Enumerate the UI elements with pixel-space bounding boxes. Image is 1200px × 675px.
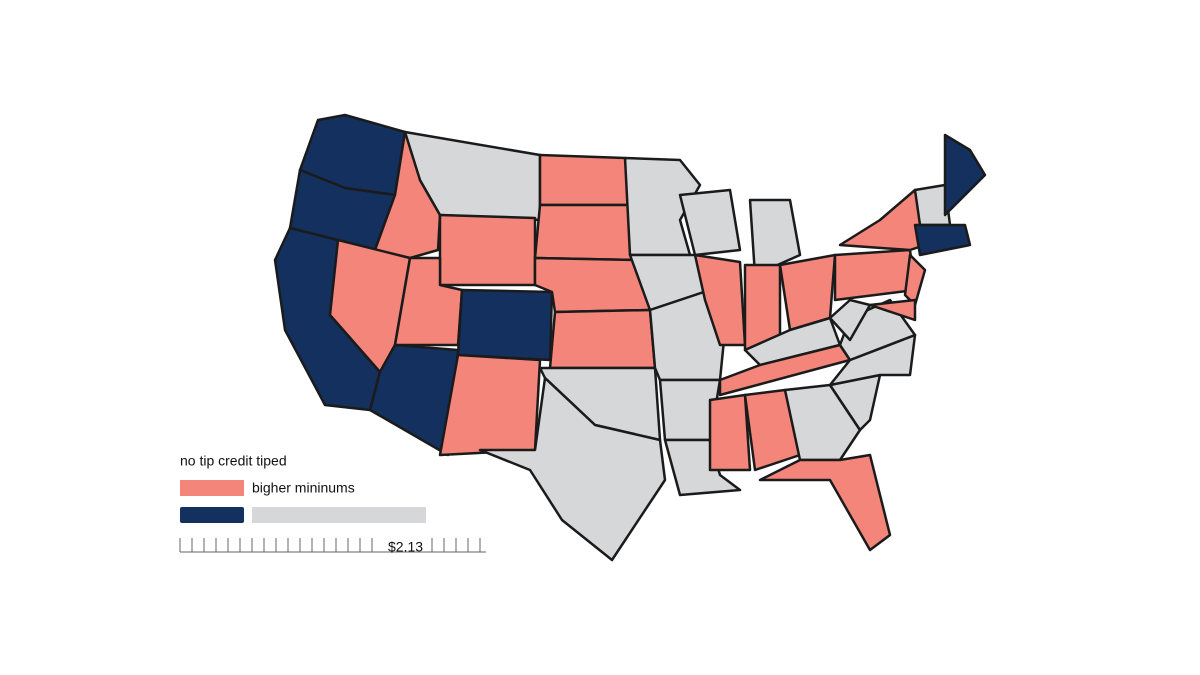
state — [438, 353, 542, 457]
state — [903, 253, 927, 307]
state — [833, 248, 917, 302]
legend-swatch — [180, 507, 244, 523]
state — [368, 343, 460, 457]
state — [913, 223, 972, 257]
legend-label: bigher mininums — [252, 480, 355, 496]
legend-scale — [179, 538, 486, 553]
state — [548, 308, 657, 370]
legend: no tip credit tiped bigher mininums $2.1… — [179, 453, 486, 555]
state — [868, 298, 917, 322]
legend-title: no tip credit tiped — [180, 453, 287, 469]
scale-label: $2.13 — [388, 539, 423, 555]
state — [533, 203, 637, 262]
legend-swatch — [252, 507, 426, 523]
state — [678, 188, 742, 257]
state — [538, 153, 632, 207]
state — [663, 438, 742, 497]
state — [438, 213, 537, 287]
state — [708, 393, 752, 472]
state — [743, 316, 842, 367]
legend-swatch — [180, 480, 244, 496]
state — [456, 288, 554, 362]
state — [943, 133, 987, 217]
us-map — [273, 113, 987, 562]
state — [748, 198, 802, 277]
state — [838, 188, 927, 252]
state — [693, 253, 747, 347]
state — [758, 453, 892, 552]
state — [478, 376, 667, 562]
